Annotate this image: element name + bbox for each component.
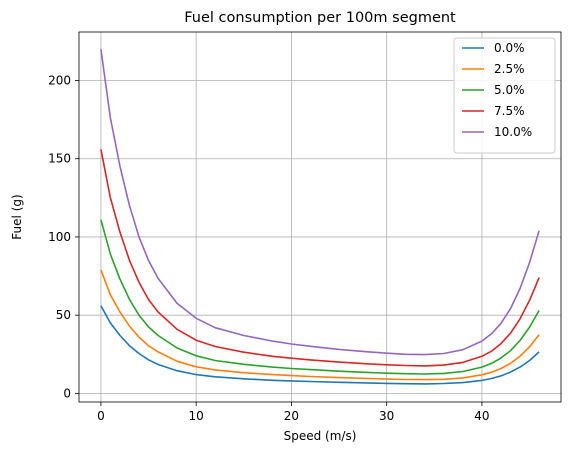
y-axis-label: Fuel (g): [10, 194, 24, 239]
series-line-3: [100, 149, 540, 367]
legend: 0.0% 2.5% 5.0% 7.5% 10.0%: [453, 37, 556, 154]
chart-title: Fuel consumption per 100m segment: [184, 10, 456, 26]
legend-label-2: 5.0%: [494, 83, 525, 97]
x-axis-label: Speed (m/s): [284, 429, 357, 443]
x-tick-label: 0: [97, 409, 105, 423]
series-line-0: [100, 305, 540, 385]
y-tick-label: 100: [48, 230, 71, 244]
x-tick-label: 30: [379, 409, 394, 423]
y-tick-label: 200: [48, 73, 71, 87]
legend-label-4: 10.0%: [494, 125, 532, 139]
series-line-2: [100, 219, 540, 375]
series-line-4: [100, 49, 540, 356]
x-tick-label: 10: [189, 409, 204, 423]
axis-ticks: 0 10 20 30 40 0 50 100 150 200: [48, 73, 489, 423]
x-tick-label: 40: [474, 409, 489, 423]
legend-label-3: 7.5%: [494, 104, 525, 118]
plot-frame: [78, 31, 562, 403]
y-tick-label: 50: [56, 308, 71, 322]
legend-label-1: 2.5%: [494, 62, 525, 76]
y-tick-label: 0: [63, 386, 71, 400]
x-tick-label: 20: [284, 409, 299, 423]
legend-label-0: 0.0%: [494, 41, 525, 55]
series-lines: [100, 49, 540, 385]
legend-box: [453, 37, 556, 154]
series-line-1: [100, 269, 540, 381]
y-tick-label: 150: [48, 152, 71, 166]
